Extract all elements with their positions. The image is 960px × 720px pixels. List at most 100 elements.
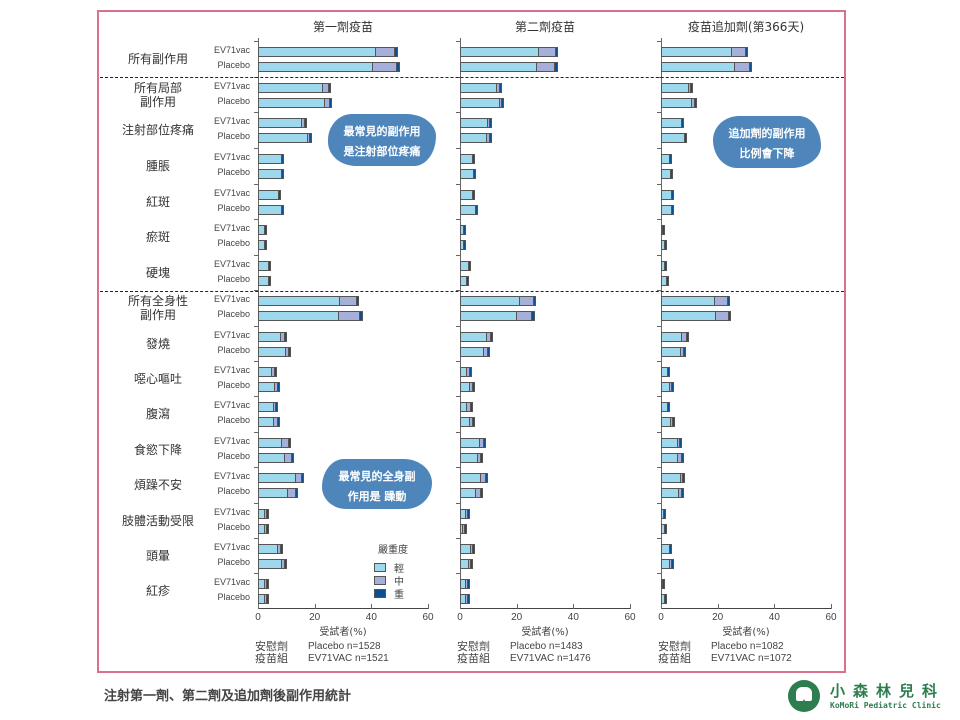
bar-segment-moderate	[478, 453, 482, 463]
y-tick	[657, 41, 661, 42]
bar-segment-moderate	[468, 559, 471, 569]
bar-segment-severe	[694, 98, 697, 108]
stacked-bar-placebo	[258, 488, 299, 498]
bar-segment-mild	[258, 347, 287, 357]
stacked-bar-placebo	[460, 382, 475, 392]
bar-segment-severe	[277, 417, 280, 427]
bar-segment-moderate	[471, 544, 474, 554]
bar-segment-moderate	[465, 579, 468, 589]
series-label-ev71vac: EV71vac	[213, 436, 250, 446]
bar-segment-severe	[330, 98, 333, 108]
stacked-bar-placebo	[258, 347, 292, 357]
stacked-bar-placebo	[460, 276, 470, 286]
bar-segment-mild	[460, 382, 470, 392]
y-tick	[456, 396, 460, 397]
row-label: 所有局部 副作用	[133, 81, 182, 109]
bar-segment-moderate	[731, 47, 746, 57]
bar-segment-moderate	[714, 296, 728, 306]
stacked-bar-placebo	[661, 417, 675, 427]
bar-segment-moderate	[277, 544, 281, 554]
y-tick	[657, 396, 661, 397]
stacked-bar-placebo	[258, 453, 294, 463]
x-tick-label: 20	[309, 612, 321, 623]
bar-segment-severe	[304, 118, 307, 128]
bar-segment-mild	[661, 488, 680, 498]
bar-segment-mild	[258, 205, 283, 215]
bar-segment-mild	[661, 98, 693, 108]
bar-segment-mild	[661, 169, 671, 179]
bar-segment-severe	[680, 438, 682, 448]
bar-segment-mild	[460, 453, 479, 463]
x-tick-label: 40	[365, 612, 377, 623]
stacked-bar-ev71vac	[460, 225, 467, 235]
bar-segment-moderate	[499, 98, 503, 108]
stacked-bar-placebo	[258, 594, 270, 604]
stacked-bar-ev71vac	[258, 118, 307, 128]
bar-segment-severe	[279, 190, 282, 200]
panel-title: 第二劑疫苗	[514, 20, 575, 34]
bar-segment-severe	[502, 98, 505, 108]
series-label-ev71vac: EV71vac	[213, 152, 250, 162]
bar-segment-severe	[310, 133, 313, 143]
bar-segment-severe	[666, 276, 669, 286]
bar-segment-mild	[258, 544, 278, 554]
bar-segment-mild	[661, 559, 670, 569]
bar-segment-mild	[661, 453, 678, 463]
bar-segment-mild	[258, 402, 274, 412]
stacked-bar-placebo	[460, 453, 484, 463]
bar-segment-mild	[661, 154, 670, 164]
bar-segment-mild	[460, 311, 517, 321]
stacked-bar-ev71vac	[460, 261, 471, 271]
stacked-bar-placebo	[460, 98, 505, 108]
bar-segment-severe	[274, 367, 277, 377]
stacked-bar-placebo	[661, 347, 686, 357]
bar-segment-mild	[258, 240, 266, 250]
bar-segment-mild	[661, 190, 673, 200]
stacked-bar-placebo	[258, 169, 285, 179]
y-tick	[657, 148, 661, 149]
bar-segment-mild	[661, 261, 666, 271]
x-axis-label: 受試者(%)	[319, 627, 367, 638]
bar-segment-severe	[682, 473, 685, 483]
y-tick	[456, 538, 460, 539]
stacked-bar-ev71vac	[661, 402, 671, 412]
bar-segment-mild	[258, 169, 283, 179]
bar-segment-mild	[258, 332, 281, 342]
bar-segment-severe	[468, 261, 471, 271]
bar-segment-mild	[460, 402, 468, 412]
y-tick	[254, 538, 258, 539]
bar-segment-severe	[672, 417, 675, 427]
x-tick-label: 60	[422, 612, 434, 623]
stacked-bar-placebo	[258, 205, 285, 215]
stacked-bar-placebo	[661, 382, 674, 392]
bar-segment-moderate	[324, 98, 331, 108]
bar-segment-severe	[269, 261, 272, 271]
bar-segment-severe	[464, 225, 467, 235]
stacked-bar-ev71vac	[258, 544, 283, 554]
bar-segment-mild	[661, 276, 667, 286]
series-label-ev71vac: EV71vac	[213, 400, 250, 410]
bar-segment-severe	[267, 579, 270, 589]
y-tick	[657, 503, 661, 504]
y-tick	[456, 503, 460, 504]
series-label-ev71vac: EV71vac	[213, 223, 250, 233]
y-tick	[254, 467, 258, 468]
x-tick-label: 0	[457, 612, 463, 623]
x-tick-label: 40	[567, 612, 579, 623]
bar-segment-moderate	[282, 559, 285, 569]
bar-segment-severe	[499, 83, 502, 93]
bar-segment-severe	[472, 382, 475, 392]
bar-segment-severe	[395, 47, 399, 57]
bar-segment-severe	[469, 367, 472, 377]
y-tick	[254, 112, 258, 113]
row-label: 發燒	[145, 337, 170, 351]
bar-segment-mild	[460, 544, 472, 554]
stacked-bar-placebo	[258, 62, 400, 72]
stacked-bar-placebo	[460, 417, 475, 427]
bar-segment-moderate	[338, 311, 360, 321]
x-tick	[573, 604, 575, 609]
bar-segment-severe	[668, 402, 671, 412]
y-tick	[456, 184, 460, 185]
series-label-ev71vac: EV71vac	[213, 330, 250, 340]
bar-segment-severe	[669, 544, 672, 554]
